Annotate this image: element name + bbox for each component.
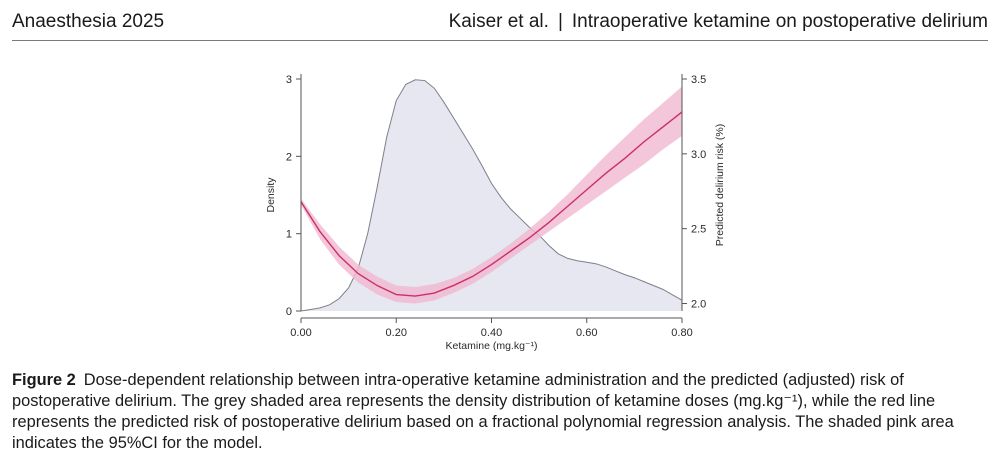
caption-text: Dose-dependent relationship between intr… — [12, 371, 954, 452]
y-right-axis-title: Predicted delirium risk (%) — [714, 124, 726, 247]
x-tick-label: 0.60 — [576, 327, 597, 339]
y-right-tick-label: 3.5 — [691, 74, 706, 86]
figure-chart: 0 1 2 3 2.0 2.5 3.0 3.5 0.00 0.20 0.40 0.60 0.80 Keta… — [265, 74, 726, 352]
ci-band — [301, 86, 682, 304]
header-separator: | — [557, 11, 563, 32]
x-tick-label: 0.20 — [386, 327, 407, 339]
risk-line — [300, 111, 683, 297]
running-title: Kaiser et al. | Intraoperative ketamine on… — [449, 11, 988, 33]
density-line — [300, 79, 683, 312]
y-left-tick-label: 0 — [286, 306, 292, 318]
figure-caption: Figure 2 Dose-dependent relationship betw… — [12, 370, 986, 454]
y-left-tick-label: 3 — [286, 74, 292, 86]
y-left-tick-label: 1 — [286, 229, 292, 241]
x-tick-label: 0.00 — [290, 327, 311, 339]
short-title: Intraoperative ketamine on postoperative… — [571, 11, 988, 32]
y-right-tick-label: 2.5 — [691, 224, 706, 236]
y-right-tick-label: 3.0 — [691, 149, 706, 161]
y-left-axis-title: Density — [265, 177, 277, 213]
authors: Kaiser et al. — [448, 11, 549, 32]
y-left-tick-label: 2 — [286, 151, 292, 163]
page-header: Anaesthesia 2025 Kaiser et al. | Intraoper… — [12, 6, 988, 41]
density-area — [301, 79, 682, 312]
journal-name: Anaesthesia 2025 — [12, 11, 165, 32]
plot-area: 0 1 2 3 2.0 2.5 3.0 3.5 0.00 0.20 0.40 0.60 0.80 Keta… — [265, 74, 726, 352]
figure-label: Figure 2 — [12, 371, 76, 389]
x-axis-title: Ketamine (mg.kg⁻¹) — [446, 340, 538, 352]
y-right-tick-label: 2.0 — [691, 299, 706, 311]
x-tick-label: 0.40 — [481, 327, 502, 339]
x-tick-label: 0.80 — [671, 327, 692, 339]
